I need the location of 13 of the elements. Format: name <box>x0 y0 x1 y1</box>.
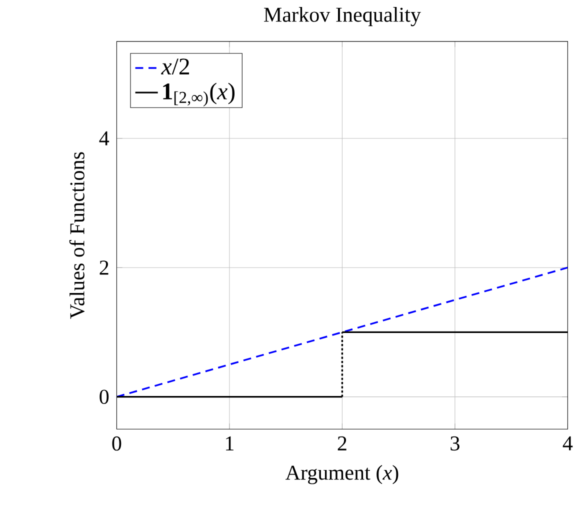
x-tick-label: 0 <box>112 436 122 451</box>
x-tick-label: 4 <box>562 436 573 450</box>
legend-label: 1$_{[2,∞)}$(x) <box>163 82 235 106</box>
x-axis-title: Argument (x) <box>285 464 398 484</box>
y-tick-label: 4 <box>99 131 110 146</box>
y-tick-label: 2 <box>100 260 108 275</box>
x-tick-label: 2 <box>338 436 346 450</box>
chart-title: Markov Inequality <box>264 6 421 26</box>
x-tick-label: 3 <box>450 436 460 451</box>
y-tick-label: 0 <box>100 390 109 404</box>
legend-label: x/2 <box>161 58 190 74</box>
x-tick-label: 1 <box>226 436 234 450</box>
y-axis-title: Values of Functions <box>69 152 85 319</box>
